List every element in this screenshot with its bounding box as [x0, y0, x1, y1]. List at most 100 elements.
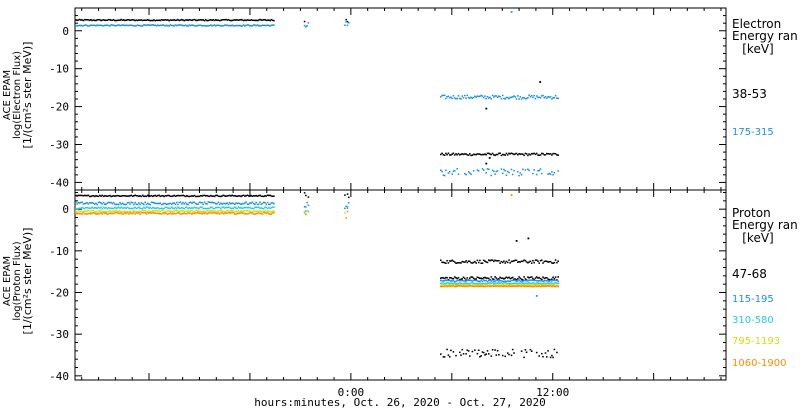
data-point	[225, 203, 227, 205]
data-point	[97, 213, 100, 215]
data-point	[143, 195, 145, 198]
data-point	[457, 173, 460, 175]
data-point	[134, 19, 136, 22]
data-point	[169, 207, 172, 210]
data-point	[464, 172, 466, 175]
data-point	[495, 277, 498, 279]
data-point	[146, 202, 149, 205]
data-point	[182, 209, 184, 212]
data-point	[211, 212, 213, 214]
data-point	[236, 24, 239, 27]
data-point	[505, 282, 508, 284]
data-point	[499, 152, 501, 154]
data-point	[191, 19, 193, 22]
data-point	[204, 207, 207, 210]
data-point	[149, 211, 151, 213]
data-point	[498, 282, 500, 284]
data-point	[553, 261, 556, 264]
data-point	[517, 261, 519, 263]
data-point	[155, 209, 158, 212]
data-point	[153, 24, 155, 26]
data-point	[193, 201, 196, 204]
data-point	[456, 154, 458, 156]
data-point	[453, 280, 456, 283]
data-point	[551, 262, 553, 264]
data-point	[164, 211, 167, 213]
data-point	[96, 24, 98, 26]
data-point	[303, 211, 306, 213]
data-point	[451, 285, 453, 287]
data-point	[493, 285, 495, 287]
data-point	[469, 277, 471, 279]
data-point	[514, 279, 517, 282]
data-point	[133, 210, 135, 212]
data-point	[488, 259, 490, 261]
data-point	[201, 195, 203, 197]
data-point	[237, 195, 240, 197]
data-point	[506, 277, 509, 279]
data-point	[93, 203, 96, 205]
data-point	[269, 207, 271, 210]
data-point	[544, 283, 547, 285]
data-point	[246, 213, 249, 215]
data-point	[235, 19, 237, 21]
data-point	[114, 25, 116, 27]
data-point	[194, 207, 197, 209]
data-point	[119, 24, 121, 27]
data-point	[553, 282, 556, 284]
data-point	[131, 24, 134, 27]
data-point	[82, 19, 85, 22]
data-point	[522, 168, 524, 171]
data-point	[220, 19, 222, 22]
data-point	[83, 18, 86, 21]
data-point	[228, 212, 231, 214]
data-point	[346, 24, 349, 27]
data-point	[537, 282, 539, 284]
data-point	[203, 212, 206, 215]
data-point	[457, 282, 460, 285]
data-point	[121, 202, 124, 204]
data-point	[510, 260, 513, 263]
data-point	[93, 212, 96, 215]
data-point	[549, 260, 552, 263]
data-point	[505, 285, 508, 287]
data-point	[446, 260, 448, 262]
data-point	[254, 206, 256, 209]
data-point	[269, 19, 271, 22]
data-point	[476, 284, 479, 286]
data-point	[202, 194, 204, 197]
data-point	[181, 24, 183, 26]
data-point	[82, 211, 85, 214]
data-point	[116, 212, 119, 214]
data-point	[271, 210, 274, 212]
data-point	[193, 25, 196, 27]
data-point	[504, 262, 506, 264]
data-point	[91, 201, 93, 204]
data-point	[122, 24, 125, 26]
data-point	[465, 97, 467, 99]
data-point	[204, 202, 207, 205]
data-point	[172, 202, 174, 205]
data-point	[143, 206, 145, 208]
data-point	[149, 24, 151, 26]
data-point	[128, 213, 130, 215]
data-point	[101, 203, 104, 205]
data-point	[204, 18, 207, 21]
data-point	[179, 19, 182, 21]
data-point	[88, 209, 91, 212]
data-point	[465, 285, 467, 287]
data-point	[493, 280, 495, 283]
data-point	[95, 210, 97, 213]
data-point	[186, 19, 188, 21]
data-point	[486, 282, 489, 285]
data-point	[181, 18, 183, 21]
data-point	[519, 277, 522, 280]
data-point	[99, 194, 101, 197]
data-point	[266, 194, 269, 196]
data-point	[479, 259, 481, 262]
y-tick-label: 0	[62, 203, 69, 216]
data-point	[495, 260, 498, 262]
data-point	[95, 202, 97, 205]
data-point	[546, 356, 548, 358]
data-point	[119, 210, 121, 212]
